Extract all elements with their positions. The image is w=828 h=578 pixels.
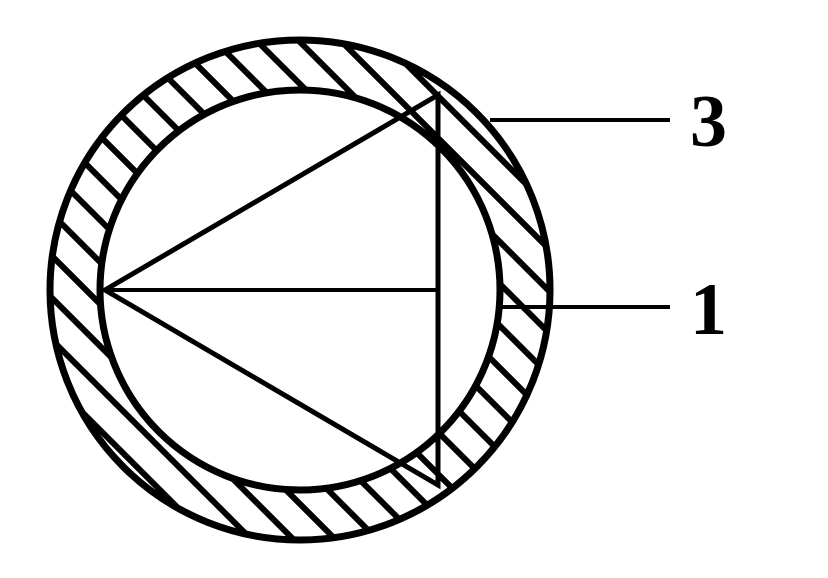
label-1: 1 <box>690 268 727 353</box>
label-3: 3 <box>690 80 727 165</box>
